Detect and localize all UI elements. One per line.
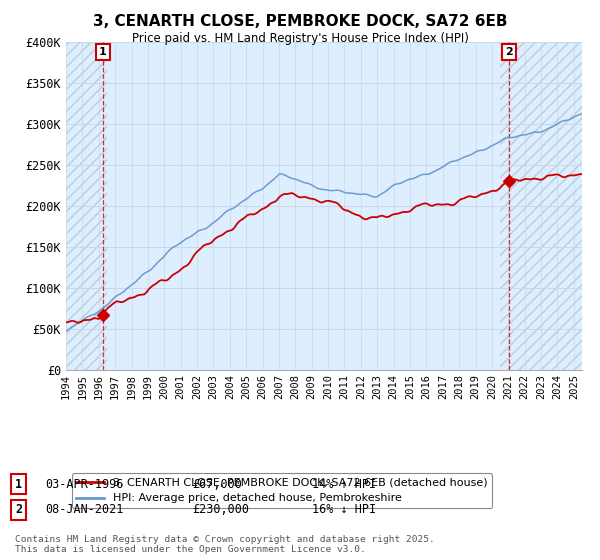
Text: Contains HM Land Registry data © Crown copyright and database right 2025.
This d: Contains HM Land Registry data © Crown c… <box>15 535 435 554</box>
Text: 1: 1 <box>15 478 22 491</box>
Text: 08-JAN-2021: 08-JAN-2021 <box>45 503 124 516</box>
Text: £230,000: £230,000 <box>192 503 249 516</box>
Text: 16% ↓ HPI: 16% ↓ HPI <box>312 503 376 516</box>
Text: 2: 2 <box>15 503 22 516</box>
Bar <box>66 42 107 370</box>
Text: 3, CENARTH CLOSE, PEMBROKE DOCK, SA72 6EB: 3, CENARTH CLOSE, PEMBROKE DOCK, SA72 6E… <box>93 14 507 29</box>
Bar <box>500 42 582 370</box>
Text: 03-APR-1996: 03-APR-1996 <box>45 478 124 491</box>
Legend: 3, CENARTH CLOSE, PEMBROKE DOCK, SA72 6EB (detached house), HPI: Average price, : 3, CENARTH CLOSE, PEMBROKE DOCK, SA72 6E… <box>71 473 492 508</box>
Text: 2: 2 <box>505 47 513 57</box>
Text: Price paid vs. HM Land Registry's House Price Index (HPI): Price paid vs. HM Land Registry's House … <box>131 32 469 45</box>
Text: 1: 1 <box>99 47 107 57</box>
Text: £67,000: £67,000 <box>192 478 242 491</box>
Text: 14% ↑ HPI: 14% ↑ HPI <box>312 478 376 491</box>
